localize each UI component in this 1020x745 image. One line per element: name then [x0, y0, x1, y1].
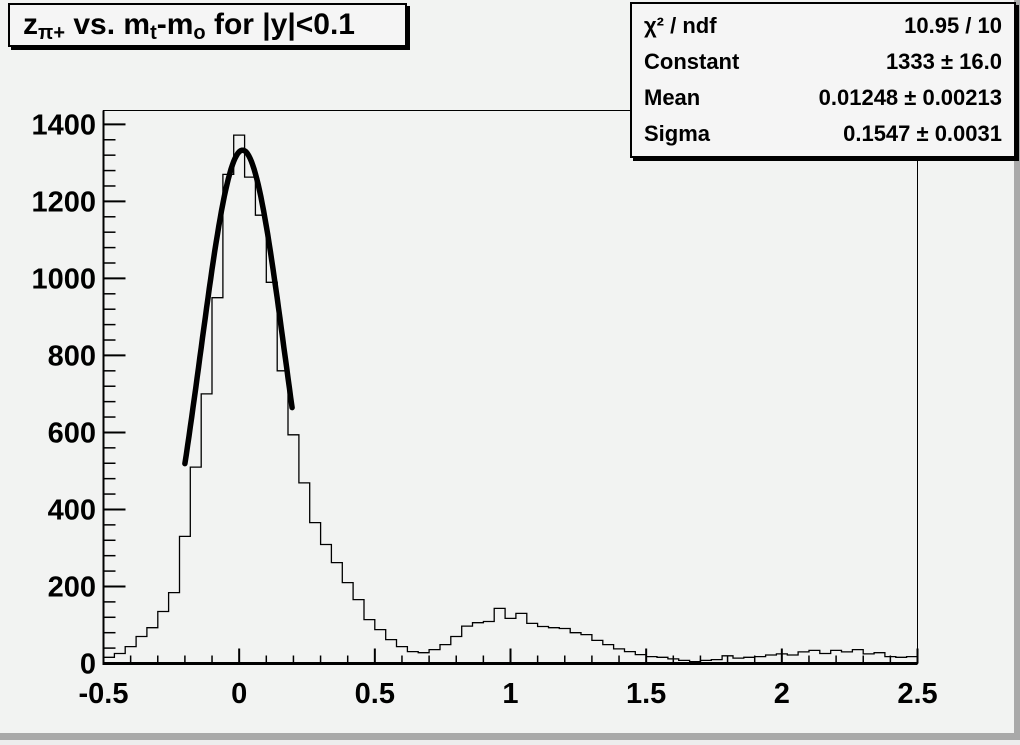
y-tick-label: 0 — [80, 649, 96, 681]
title-text: for |y|<0.1 — [205, 8, 355, 41]
stats-box: χ² / ndf 10.95 / 10 Constant 1333 ± 16.0 Mea… — [630, 2, 1016, 158]
y-tick-label: 400 — [48, 494, 96, 526]
stats-label: Constant — [644, 49, 740, 74]
stats-value: 10.95 / 10 — [904, 13, 1002, 38]
y-tick-label: 1400 — [31, 109, 96, 141]
stats-label: χ² / ndf — [644, 13, 717, 38]
stats-row: χ² / ndf 10.95 / 10 — [644, 13, 1002, 39]
stats-label: Mean — [644, 85, 701, 110]
y-tick-label: 600 — [48, 417, 96, 449]
x-axis: -0.5 0 0.5 1 1.5 2 2.5 — [79, 648, 938, 710]
x-tick-label: -0.5 — [79, 678, 129, 710]
y-tick-label: 1000 — [31, 263, 96, 295]
x-tick-label: 2 — [774, 678, 790, 710]
stats-value: 0.01248 ± 0.00213 — [818, 85, 1002, 110]
y-tick-label: 1200 — [31, 186, 96, 218]
title-subscript: π+ — [38, 21, 65, 44]
y-tick-label: 200 — [48, 571, 96, 603]
title-text: z — [23, 8, 38, 41]
stats-row: Mean 0.01248 ± 0.00213 — [644, 85, 1002, 111]
x-tick-label: 0 — [231, 678, 247, 710]
title-subscript: o — [193, 21, 206, 44]
stats-value: 0.1547 ± 0.0031 — [843, 121, 1002, 146]
histogram-line — [102, 134, 919, 664]
fit-curve — [182, 147, 295, 467]
stats-label: Sigma — [644, 121, 711, 146]
x-tick-label: 2.5 — [897, 678, 937, 710]
y-tick-label: 800 — [48, 340, 96, 372]
stats-row: Constant 1333 ± 16.0 — [644, 49, 1002, 75]
title-subscript: t — [150, 21, 157, 44]
title-text: -m — [156, 8, 194, 41]
title-box: z π+ vs. m t -m o for |y|<0.1 — [8, 3, 407, 47]
x-tick-label: 1.5 — [626, 678, 666, 710]
x-tick-label: 1 — [502, 678, 518, 710]
title-text: vs. m — [65, 8, 151, 41]
stats-row: Sigma 0.1547 ± 0.0031 — [644, 121, 1002, 147]
x-tick-label: 0.5 — [355, 678, 395, 710]
stats-value: 1333 ± 16.0 — [885, 49, 1002, 74]
y-axis: 0 200 400 600 800 1000 1200 1400 — [31, 109, 126, 681]
